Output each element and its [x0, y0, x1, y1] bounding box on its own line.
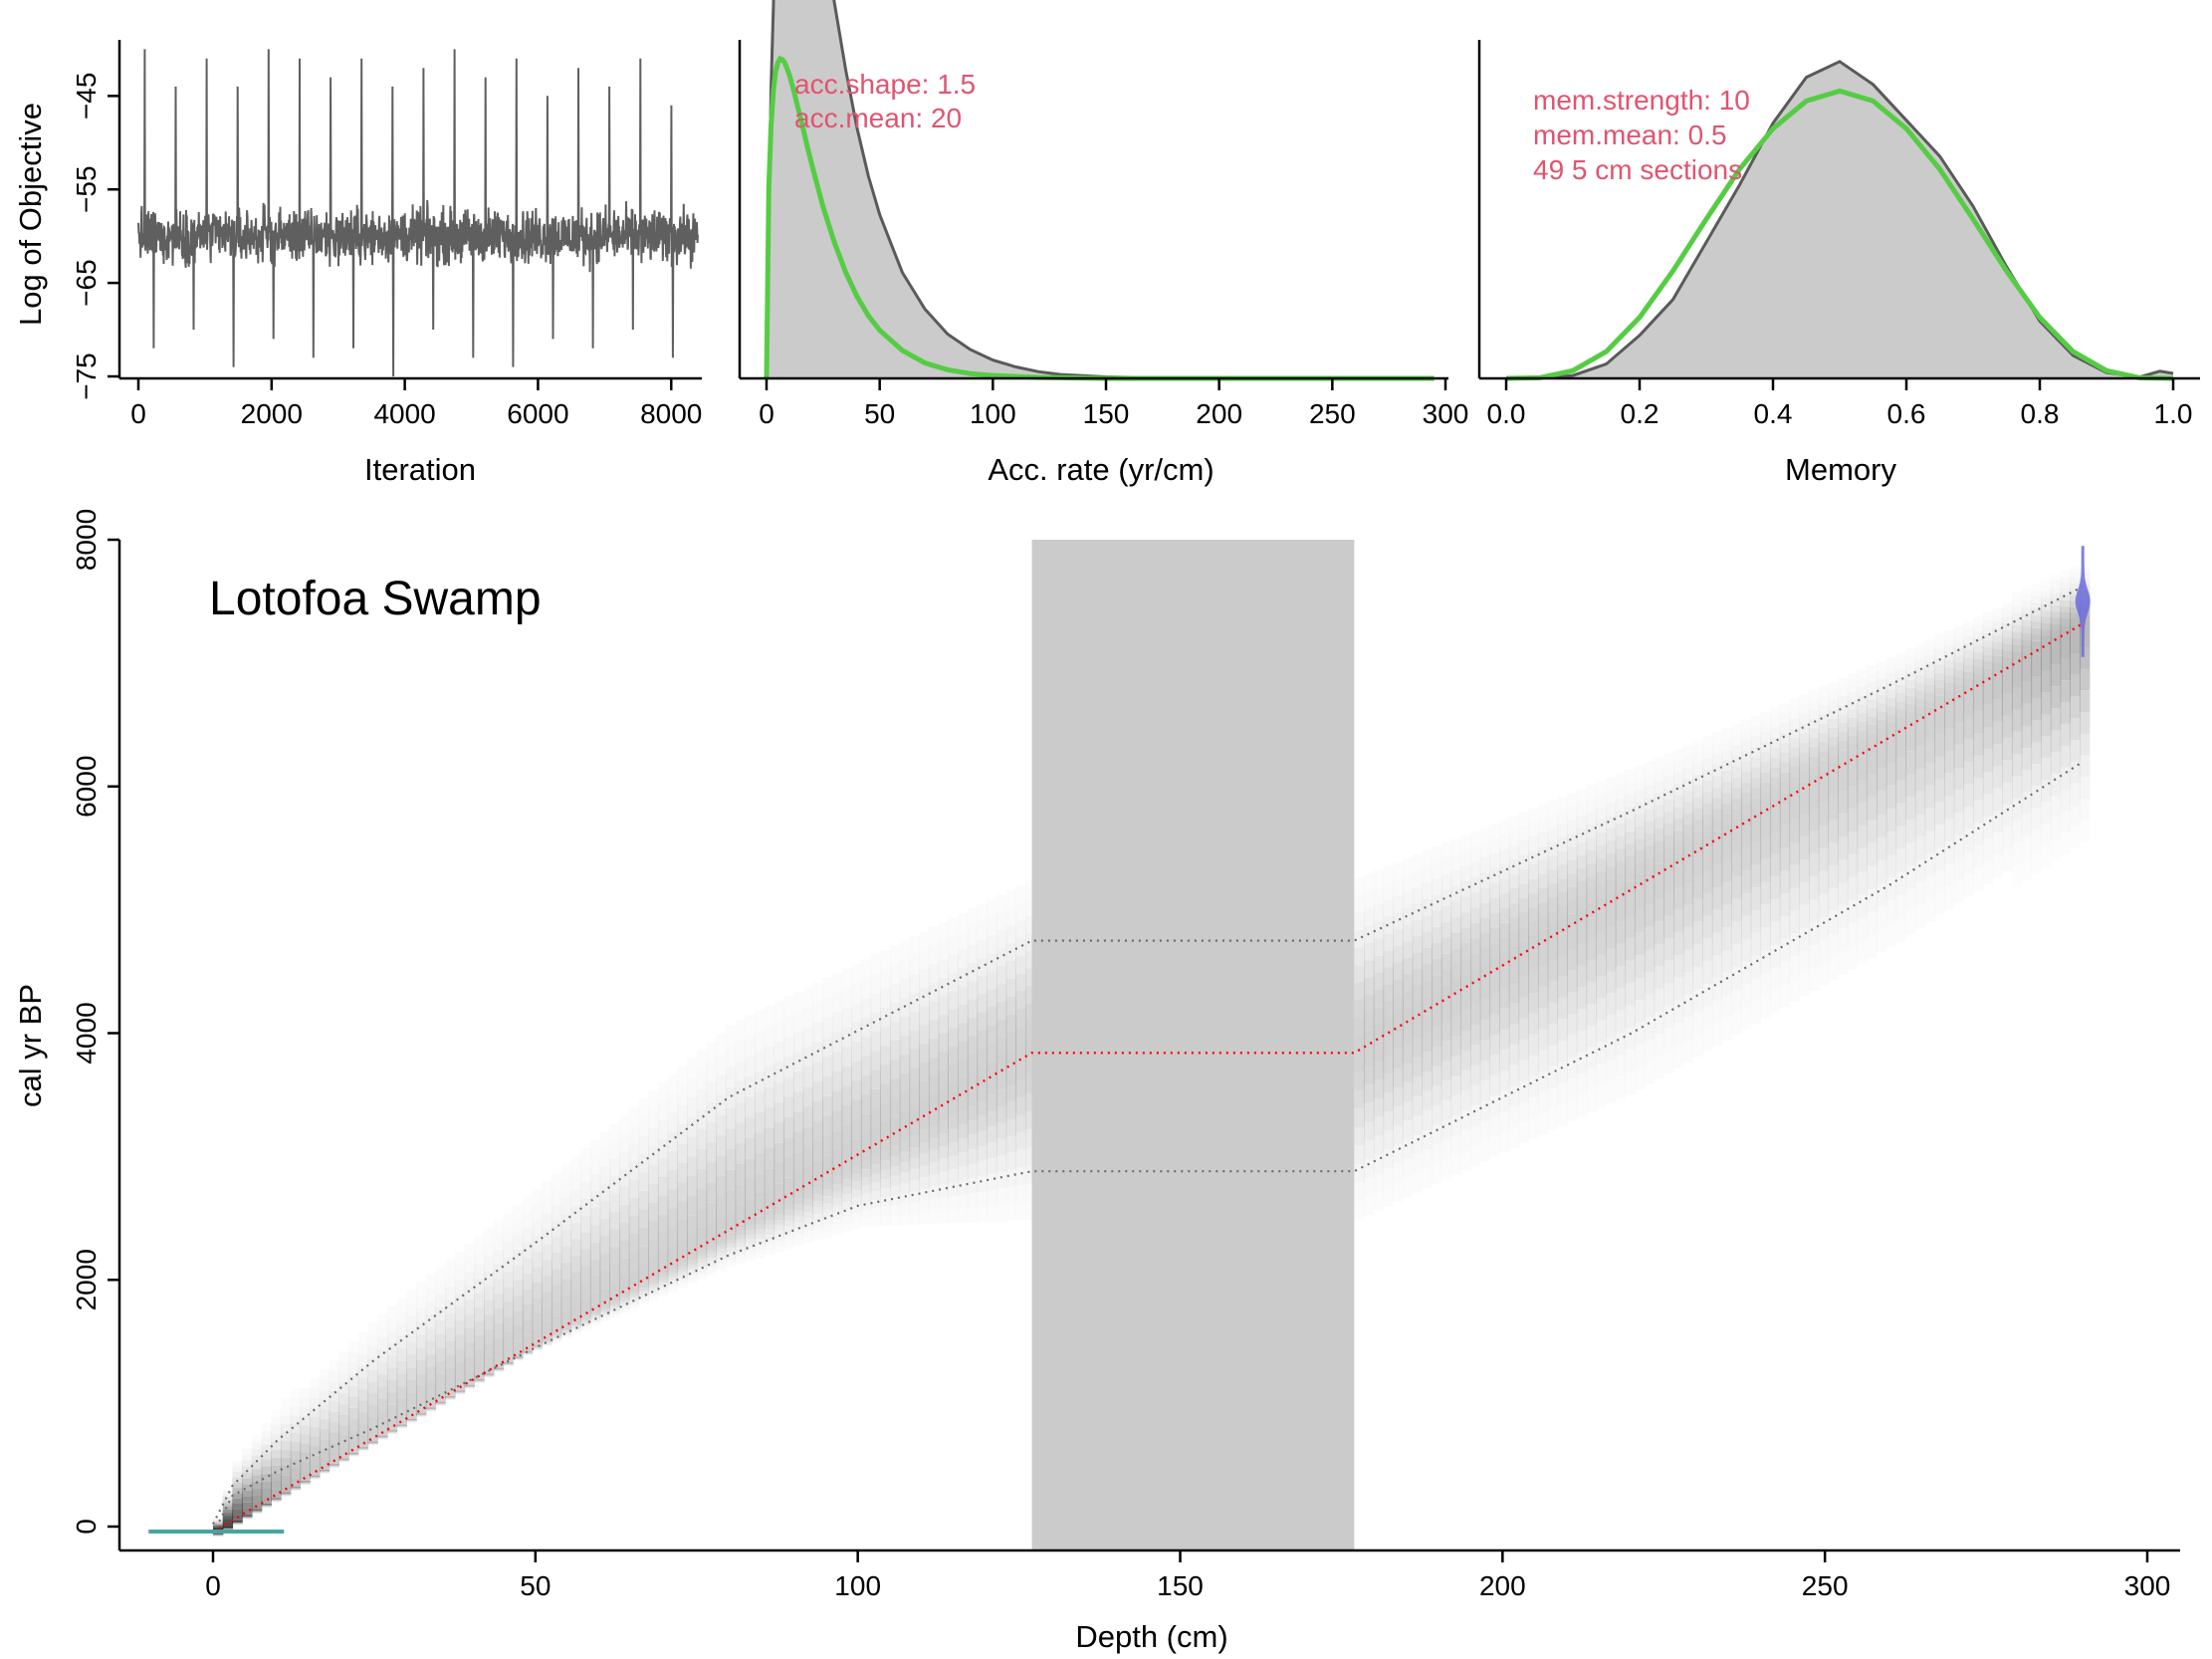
y-tick-label: 2000: [71, 1249, 102, 1310]
memory-x-axis-label: Memory: [1785, 452, 1896, 487]
acc-rate-prior-curve: [764, 55, 1435, 381]
age-depth-axes: 0 50 100 150 200 250 300 0 2000 4000 6000 8000: [71, 509, 2180, 1601]
y-tick-label: 6000: [71, 756, 102, 818]
depth-x-axis-label: Depth (cm): [1075, 1619, 1227, 1654]
y-tick-label: 4000: [71, 1002, 102, 1064]
memory-prior-curve: [1505, 88, 2174, 381]
y-tick-label: −55: [71, 165, 102, 213]
x-tick-label: 250: [1802, 1570, 1849, 1601]
x-tick-label: 150: [1157, 1570, 1204, 1601]
x-tick-label: 200: [1479, 1570, 1526, 1601]
mem-strength-annotation: mem.strength: 10: [1533, 85, 1750, 116]
iterations-axes: 0 2000 4000 6000 8000 −45 −55 −65 −75: [71, 40, 702, 429]
x-tick-label: 0: [205, 1570, 221, 1601]
x-tick-label: 50: [520, 1570, 551, 1601]
acc-rate-x-axis-label: Acc. rate (yr/cm): [988, 452, 1214, 487]
x-tick-label: 4000: [373, 398, 435, 429]
y-tick-label: −65: [71, 259, 102, 307]
y-tick-label: 8000: [71, 509, 102, 571]
x-tick-label: 0.0: [1487, 398, 1526, 429]
age-model-probability-cloud: [213, 579, 2091, 1537]
x-tick-label: 100: [834, 1570, 881, 1601]
memory-posterior-area: [1506, 61, 2173, 379]
acc-rate-axes: 0 50 100 150 200 250 300: [738, 40, 1469, 429]
iterations-x-axis-label: Iteration: [364, 452, 476, 487]
dated-samples: [148, 546, 2091, 1534]
iterations-panel: 0 2000 4000 6000 8000−45−55−65−75 Iteration …: [13, 40, 702, 487]
mcmc-trace-line: [137, 49, 699, 377]
x-tick-label: 2000: [241, 398, 303, 429]
x-tick-label: 300: [2124, 1570, 2171, 1601]
hiatus-band: [1031, 540, 1355, 1550]
age-y-axis-label: cal yr BP: [13, 984, 48, 1107]
y-tick-label: 0: [71, 1519, 102, 1535]
memory-posterior-line: [1505, 60, 2174, 380]
x-tick-label: 150: [1083, 398, 1130, 429]
x-tick-label: 250: [1309, 398, 1356, 429]
acc-shape-annotation: acc.shape: 1.5: [794, 69, 976, 100]
x-tick-label: 300: [1423, 398, 1469, 429]
x-tick-label: 0: [759, 398, 774, 429]
x-tick-label: 8000: [640, 398, 702, 429]
iterations-y-axis-label: Log of Objective: [13, 103, 48, 326]
x-tick-label: 200: [1196, 398, 1242, 429]
age-depth-panel: 0 50 100 150 200 250 300 0 2000 4000 6000 8000 Loto…: [13, 509, 2180, 1654]
sections-annotation: 49 5 cm sections: [1533, 154, 1742, 185]
radiocarbon-date-blob: [2075, 546, 2091, 657]
x-tick-label: 0.6: [1887, 398, 1926, 429]
accumulation-rate-panel: 0 50 100 150 200 250 300 Acc. rate (yr/cm) acc…: [738, 0, 1469, 487]
memory-panel: 0.0 0.2 0.4 0.6 0.8 1.0 Memory mem.strength: …: [1477, 40, 2200, 487]
site-title: Lotofoa Swamp: [209, 573, 542, 625]
x-tick-label: 0.8: [2021, 398, 2060, 429]
x-tick-label: 0.4: [1754, 398, 1793, 429]
x-tick-label: 100: [970, 398, 1016, 429]
x-tick-label: 0: [130, 398, 146, 429]
memory-axes: 0.0 0.2 0.4 0.6 0.8 1.0: [1477, 40, 2200, 429]
mem-mean-annotation: mem.mean: 0.5: [1533, 119, 1727, 150]
y-tick-label: −45: [71, 73, 102, 120]
x-tick-label: 0.2: [1621, 398, 1659, 429]
median-age-line: [212, 622, 2084, 1534]
x-tick-label: 50: [864, 398, 895, 429]
x-tick-label: 1.0: [2154, 398, 2193, 429]
lower-95-range-line: [212, 761, 2084, 1535]
y-tick-label: −75: [71, 353, 102, 400]
acc-rate-posterior-area: [767, 0, 1435, 378]
acc-mean-annotation: acc.mean: 20: [794, 103, 962, 133]
x-tick-label: 6000: [507, 398, 568, 429]
